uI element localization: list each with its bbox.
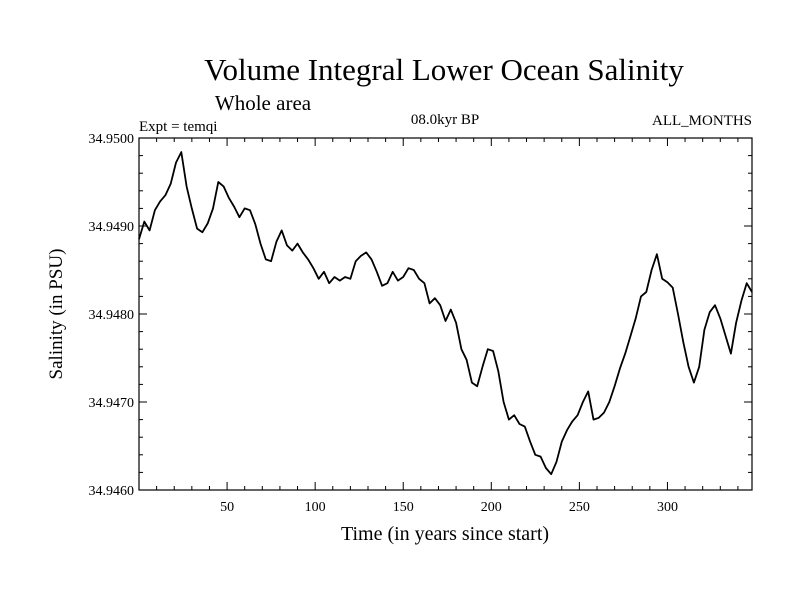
tick-labels: 50 100 150 200 250 300 34.9460 34.9470 34.9480 34…	[89, 132, 678, 515]
chart-title: Volume Integral Lower Ocean Salinity	[204, 52, 684, 87]
y-tick-label: 34.9480	[89, 308, 135, 323]
y-axis-label: Salinity (in PSU)	[46, 249, 67, 380]
chart-subtitle: Whole area	[215, 91, 312, 115]
x-tick-label: 250	[569, 500, 590, 515]
y-tick-label: 34.9490	[89, 220, 135, 235]
months-label: ALL_MONTHS	[652, 113, 752, 129]
y-tick-label: 34.9470	[89, 396, 135, 411]
experiment-label: Expt = temqi	[139, 119, 217, 135]
salinity-series-line	[138, 151, 753, 476]
x-axis-label: Time (in years since start)	[341, 523, 549, 545]
x-tick-label: 300	[657, 500, 678, 515]
y-tick-label: 34.9500	[89, 132, 135, 147]
plot-frame	[138, 137, 753, 491]
x-tick-label: 150	[393, 500, 414, 515]
x-tick-label: 200	[481, 500, 502, 515]
y-tick-label: 34.9460	[89, 484, 135, 499]
period-label: 08.0kyr BP	[411, 112, 479, 128]
x-tick-label: 100	[305, 500, 326, 515]
x-tick-label: 50	[220, 500, 234, 515]
axis-ticks	[139, 138, 752, 490]
